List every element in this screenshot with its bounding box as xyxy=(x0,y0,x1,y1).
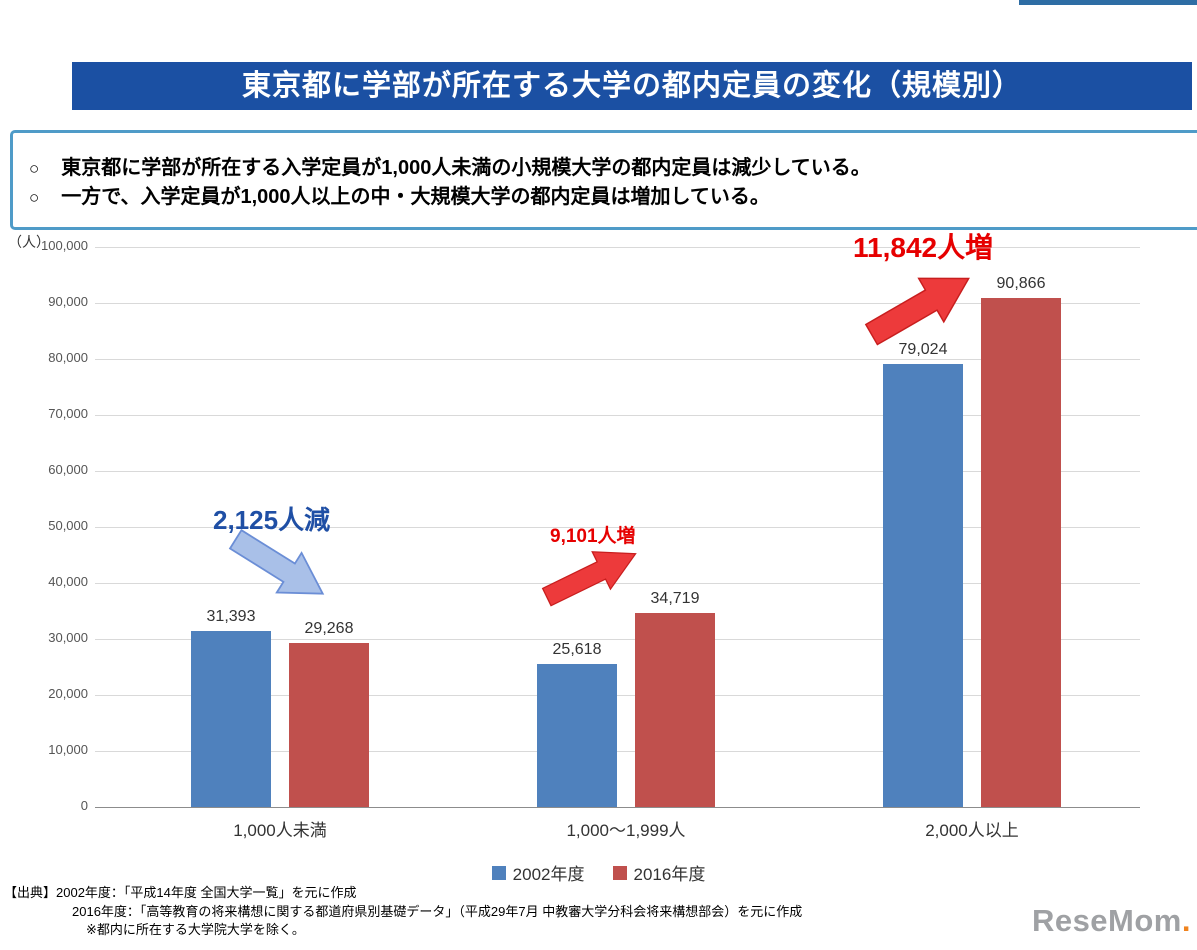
gridline xyxy=(95,583,1140,584)
decrease-annotation: 2,125人減 xyxy=(213,505,331,535)
summary-text: 一方で、入学定員が1,000人以上の中・大規模大学の都内定員は増加している。 xyxy=(61,186,770,208)
bar-value-label: 25,618 xyxy=(552,640,602,658)
legend-item: 2016年度 xyxy=(612,860,706,885)
increase-annotation-large: 11,842人増 xyxy=(853,232,994,263)
x-category-label: 2,000人以上 xyxy=(925,821,1019,840)
gridline xyxy=(95,471,1140,472)
y-tick-label: 80,000 xyxy=(48,350,88,365)
bar-2016年度-1,000～1,999人 xyxy=(635,612,715,807)
gridline xyxy=(95,359,1140,360)
y-tick-label: 70,000 xyxy=(48,406,88,421)
gridline xyxy=(95,247,1140,248)
legend-swatch xyxy=(491,865,506,880)
x-axis-line xyxy=(95,807,1140,808)
y-axis: 0 10,000 20,000 30,000 40,000 50,000 60,000 70,… xyxy=(12,238,88,813)
summary-point: ○ 一方で、入学定員が1,000人以上の中・大規模大学の都内定員は増加している。 xyxy=(29,180,1197,209)
y-tick-label: 90,000 xyxy=(48,294,88,309)
x-category-label: 1,000人未満 xyxy=(233,821,327,840)
bar-value-label: 34,719 xyxy=(650,589,700,607)
footnote-line: ※都内に所在する大学院大学を除く。 xyxy=(86,922,305,937)
increase-arrow-mid-icon xyxy=(541,551,637,607)
resemom-logo-dot: . xyxy=(1181,903,1191,938)
summary-points: ○ 東京都に学部が所在する入学定員が1,000人未満の小規模大学の都内定員は減少し… xyxy=(29,151,1197,209)
y-axis-unit-label: （人） xyxy=(8,234,50,250)
bar-2002年度-2,000人以上 xyxy=(883,364,963,807)
increase-annotation-mid: 9,101人増 xyxy=(550,526,636,547)
summary-box: ○ 東京都に学部が所在する入学定員が1,000人未満の小規模大学の都内定員は減少し… xyxy=(10,130,1197,230)
bar-2002年度-1,000～1,999人 xyxy=(537,663,617,807)
y-tick-label: 20,000 xyxy=(48,686,88,701)
gridline xyxy=(95,527,1140,528)
legend-label: 2016年度 xyxy=(633,865,706,884)
x-category-label: 1,000～1,999人 xyxy=(566,821,686,840)
legend-label: 2002年度 xyxy=(512,865,585,884)
y-tick-label: 50,000 xyxy=(48,518,88,533)
bar-value-label: 31,393 xyxy=(206,608,256,626)
y-tick-label: 10,000 xyxy=(48,742,88,757)
circle-bullet: ○ xyxy=(29,188,40,207)
footnotes: 【出典】2002年度：「平成14年度 全国大学一覧」を元に作成 2016年度：「高… xyxy=(0,884,1197,940)
y-tick-label: 0 xyxy=(80,798,88,813)
decrease-arrow-icon xyxy=(228,528,325,595)
y-tick-label: 60,000 xyxy=(48,462,88,477)
gridline xyxy=(95,639,1140,640)
chart-legend: 2002年度 2016年度 xyxy=(0,860,1197,885)
gridline xyxy=(95,751,1140,752)
footnote-line: 【出典】2002年度：「平成14年度 全国大学一覧」を元に作成 xyxy=(4,885,357,900)
bar-value-label: 90,866 xyxy=(996,275,1046,293)
bar-2002年度-1,000人未満 xyxy=(191,631,271,807)
legend-item: 2002年度 xyxy=(491,860,585,885)
increase-arrow-large-icon xyxy=(864,277,970,346)
resemom-logo: ReseMom. xyxy=(1032,903,1191,939)
bar-2016年度-1,000人未満 xyxy=(289,643,369,807)
bar-value-label: 79,024 xyxy=(898,341,948,359)
circle-bullet: ○ xyxy=(29,159,40,178)
y-tick-label: 30,000 xyxy=(48,630,88,645)
legend-swatch xyxy=(612,865,627,880)
footnote-line: 2016年度：「高等教育の将来構想に関する都道府県別基礎データ」（平成29年7月… xyxy=(72,903,803,919)
summary-text: 東京都に学部が所在する入学定員が1,000人未満の小規模大学の都内定員は減少して… xyxy=(61,157,871,179)
top-accent-line xyxy=(1019,0,1197,5)
gridline xyxy=(95,695,1140,696)
gridline xyxy=(95,415,1140,416)
bar-2016年度-2,000人以上 xyxy=(981,298,1061,807)
bar-value-label: 29,268 xyxy=(304,620,354,638)
summary-point: ○ 東京都に学部が所在する入学定員が1,000人未満の小規模大学の都内定員は減少し… xyxy=(29,151,1197,180)
plot-area: 31,393 25,618 79,024 29,268 34,719 90,866 xyxy=(95,247,1140,808)
page-title: 東京都に学部が所在する大学の都内定員の変化（規模別） xyxy=(72,62,1192,110)
y-tick-label: 40,000 xyxy=(48,574,88,589)
gridline xyxy=(95,303,1140,304)
y-tick-label: 100,000 xyxy=(41,238,88,253)
resemom-logo-text: ReseMom xyxy=(1031,903,1182,938)
